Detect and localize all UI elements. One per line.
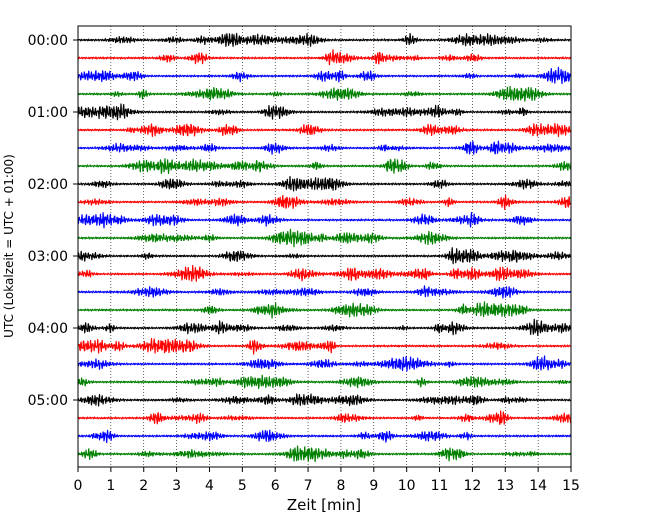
trace-row-19 <box>77 374 572 389</box>
trace-row-11 <box>77 228 572 248</box>
y-axis: 00:00 01:00 02:00 03:00 04:00 05:00 <box>28 33 78 409</box>
trace-row-13 <box>77 264 572 282</box>
x-tick-label-15: 15 <box>562 478 580 494</box>
y-tick-label-0500: 05:00 <box>28 393 68 409</box>
x-tick-label-7: 7 <box>304 478 313 494</box>
trace-row-7 <box>77 158 572 175</box>
x-tick-label-13: 13 <box>496 478 514 494</box>
trace-row-18 <box>77 355 572 372</box>
x-tick-label-12: 12 <box>463 478 481 494</box>
x-tick-label-1: 1 <box>106 478 115 494</box>
trace-row-3 <box>77 85 572 102</box>
trace-row-2 <box>77 66 572 85</box>
trace-row-12 <box>77 247 572 265</box>
x-tick-label-0: 0 <box>74 478 83 494</box>
x-tick-label-2: 2 <box>139 478 148 494</box>
x-tick-label-14: 14 <box>529 478 547 494</box>
trace-row-8 <box>77 176 572 192</box>
trace-row-16 <box>77 318 572 337</box>
trace-row-21 <box>77 410 572 425</box>
y-axis-label: UTC (Lokalzeit = UTC + 01:00) <box>2 154 16 338</box>
trace-row-23 <box>77 445 572 463</box>
x-axis: 0 1 2 3 4 5 6 7 8 9 10 11 12 13 14 15 <box>74 467 580 494</box>
y-tick-label-0000: 00:00 <box>28 33 68 49</box>
trace-row-15 <box>77 301 572 319</box>
x-tick-label-3: 3 <box>172 478 181 494</box>
x-tick-label-11: 11 <box>431 478 449 494</box>
y-tick-label-0300: 03:00 <box>28 249 68 265</box>
x-tick-label-8: 8 <box>336 478 345 494</box>
x-tick-label-9: 9 <box>369 478 378 494</box>
x-tick-label-6: 6 <box>271 478 280 494</box>
y-tick-label-0400: 04:00 <box>28 321 68 337</box>
trace-row-5 <box>77 122 572 138</box>
x-tick-label-10: 10 <box>398 478 416 494</box>
x-tick-label-5: 5 <box>238 478 247 494</box>
trace-row-4 <box>77 103 572 121</box>
trace-row-22 <box>77 429 572 444</box>
trace-row-20 <box>77 393 572 407</box>
x-tick-label-4: 4 <box>205 478 214 494</box>
y-tick-label-0200: 02:00 <box>28 177 68 193</box>
trace-row-0 <box>77 32 572 48</box>
trace-row-14 <box>77 285 572 299</box>
trace-row-1 <box>77 49 572 66</box>
trace-row-17 <box>77 338 572 355</box>
trace-row-9 <box>77 194 572 210</box>
plot-background <box>78 26 571 467</box>
trace-group <box>77 32 572 463</box>
y-tick-label-0100: 01:00 <box>28 105 68 121</box>
plot-frame <box>77 25 572 468</box>
x-axis-label: Zeit [min] <box>287 496 361 514</box>
trace-row-10 <box>77 211 572 229</box>
trace-row-6 <box>77 140 572 155</box>
